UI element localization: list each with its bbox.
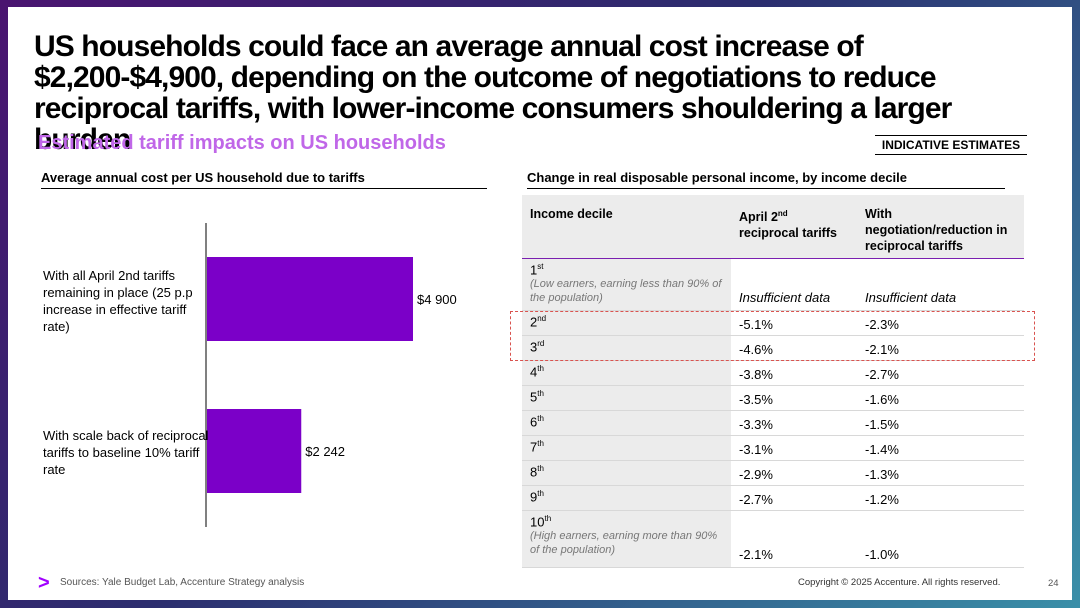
table-row: 8th -2.9% -1.3% [522,460,1024,486]
bar-category-label-all-april: With all April 2nd tariffs remaining in … [43,268,193,334]
slide: US households could face an average annu… [8,7,1072,600]
table-row: 9th -2.7% -1.2% [522,485,1024,511]
decile-cell: 9th [522,485,731,511]
april-tariff-cell: -2.1% [731,510,857,568]
decile-cell: 4th [522,360,731,386]
bar-value-label-all-april: $4 900 [417,292,457,307]
table-body: 1st (Low earners, earning less than 90% o… [522,258,1024,568]
negotiation-cell: Insufficient data [857,258,1024,311]
header-income-decile: Income decile [522,195,731,259]
negotiation-cell: -1.4% [857,435,1024,461]
bar-category-label-scale-back: With scale back of reciprocal tariffs to… [43,428,209,477]
april-tariff-cell: -2.9% [731,460,857,486]
april-tariff-cell: -3.5% [731,385,857,411]
table-row: 7th -3.1% -1.4% [522,435,1024,461]
negotiation-cell: -1.6% [857,385,1024,411]
decile-cell: 8th [522,460,731,486]
footer-sources: Sources: Yale Budget Lab, Accenture Stra… [60,577,305,588]
april-tariff-cell: -3.1% [731,435,857,461]
negotiation-cell: -1.0% [857,510,1024,568]
header-negotiation: With negotiation/reduction in reciprocal… [857,195,1024,259]
decile-cell: 1st (Low earners, earning less than 90% o… [522,258,731,311]
footer-copyright: Copyright © 2025 Accenture. All rights r… [798,577,1001,588]
bar-all-april-tariffs [207,257,413,341]
table-row: 5th -3.5% -1.6% [522,385,1024,411]
negotiation-cell: -2.7% [857,360,1024,386]
decile-cell: 5th [522,385,731,411]
decile-cell: 10th (High earners, earning more than 90%… [522,510,731,568]
header-april-tariffs: April 2nd reciprocal tariffs [731,195,857,259]
bar-value-label-scale-back: $2 242 [305,444,345,459]
april-tariff-cell: -4.6% [731,335,857,361]
table-row: 6th -3.3% -1.5% [522,410,1024,436]
negotiation-cell: -1.3% [857,460,1024,486]
section-subhead: Estimated tariff impacts on US household… [38,132,446,154]
april-tariff-cell: Insufficient data [731,258,857,311]
negotiation-cell: -2.3% [857,310,1024,336]
bar-scale-back-tariffs [207,409,302,493]
decile-cell: 6th [522,410,731,436]
negotiation-cell: -1.5% [857,410,1024,436]
highlight-dashed-box [510,311,1035,361]
table-title: Change in real disposable personal incom… [527,170,1005,189]
april-tariff-cell: -2.7% [731,485,857,511]
table-row: 2nd -5.1% -2.3% [522,310,1024,336]
slide-headline: US households could face an average annu… [34,30,952,156]
decile-note: (Low earners, earning less than 90% of t… [530,278,722,305]
decile-cell: 2nd [522,310,731,336]
bar-chart-title: Average annual cost per US household due… [41,170,487,189]
negotiation-cell: -1.2% [857,485,1024,511]
bar-chart: $4 900 $2 242 [205,223,457,527]
accenture-logo-icon: > [38,572,50,594]
income-decile-table: Income decile April 2nd reciprocal tariff… [522,195,1024,568]
table-row: 4th -3.8% -2.7% [522,360,1024,386]
decile-note: (High earners, earning more than 90% of … [530,530,718,557]
april-tariff-cell: -3.3% [731,410,857,436]
decile-cell: 7th [522,435,731,461]
april-tariff-cell: -3.8% [731,360,857,386]
page-number: 24 [1048,578,1059,589]
indicative-estimates-badge: INDICATIVE ESTIMATES [875,135,1027,155]
table-header-row: Income decile April 2nd reciprocal tariff… [522,195,1024,259]
april-tariff-cell: -5.1% [731,310,857,336]
table-row: 10th (High earners, earning more than 90%… [522,510,1024,568]
table-row: 1st (Low earners, earning less than 90% o… [522,258,1024,311]
